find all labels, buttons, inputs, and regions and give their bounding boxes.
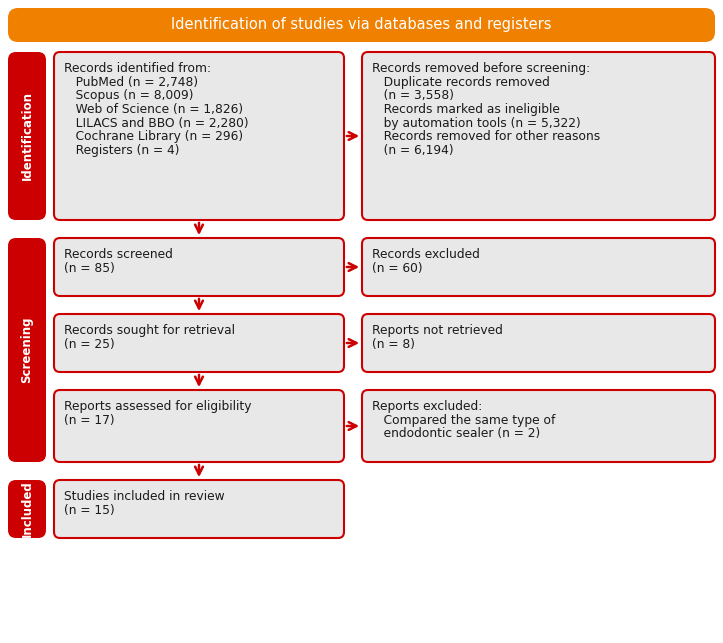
Text: PubMed (n = 2,748): PubMed (n = 2,748) <box>64 76 198 89</box>
Text: Registers (n = 4): Registers (n = 4) <box>64 144 179 157</box>
FancyBboxPatch shape <box>362 52 715 220</box>
Text: Records removed before screening:: Records removed before screening: <box>372 62 590 75</box>
FancyBboxPatch shape <box>54 314 344 372</box>
Text: (n = 3,558): (n = 3,558) <box>372 89 454 102</box>
Text: (n = 15): (n = 15) <box>64 503 115 516</box>
Text: Screening: Screening <box>20 317 33 383</box>
Text: (n = 25): (n = 25) <box>64 338 115 350</box>
FancyBboxPatch shape <box>8 8 715 42</box>
Text: Reports excluded:: Reports excluded: <box>372 400 482 413</box>
Text: LILACS and BBO (n = 2,280): LILACS and BBO (n = 2,280) <box>64 116 249 129</box>
Text: Included: Included <box>20 480 33 538</box>
Text: Reports assessed for eligibility: Reports assessed for eligibility <box>64 400 252 413</box>
Text: Studies included in review: Studies included in review <box>64 490 225 503</box>
Text: Duplicate records removed: Duplicate records removed <box>372 76 550 89</box>
FancyBboxPatch shape <box>8 238 46 462</box>
Text: Reports not retrieved: Reports not retrieved <box>372 324 503 337</box>
FancyBboxPatch shape <box>8 52 46 220</box>
Text: Records screened: Records screened <box>64 248 173 261</box>
FancyBboxPatch shape <box>362 390 715 462</box>
Text: Records identified from:: Records identified from: <box>64 62 211 75</box>
Text: (n = 85): (n = 85) <box>64 262 115 275</box>
FancyBboxPatch shape <box>362 314 715 372</box>
Text: (n = 8): (n = 8) <box>372 338 415 350</box>
Text: Records marked as ineligible: Records marked as ineligible <box>372 103 560 116</box>
FancyBboxPatch shape <box>54 390 344 462</box>
Text: Scopus (n = 8,009): Scopus (n = 8,009) <box>64 89 194 102</box>
Text: Cochrane Library (n = 296): Cochrane Library (n = 296) <box>64 130 243 143</box>
FancyBboxPatch shape <box>54 480 344 538</box>
Text: Records sought for retrieval: Records sought for retrieval <box>64 324 235 337</box>
FancyBboxPatch shape <box>8 480 46 538</box>
FancyBboxPatch shape <box>362 238 715 296</box>
FancyBboxPatch shape <box>54 52 344 220</box>
Text: Identification of studies via databases and registers: Identification of studies via databases … <box>171 17 552 33</box>
Text: Identification: Identification <box>20 91 33 181</box>
Text: endodontic sealer (n = 2): endodontic sealer (n = 2) <box>372 428 540 440</box>
Text: Compared the same type of: Compared the same type of <box>372 413 555 427</box>
Text: Web of Science (n = 1,826): Web of Science (n = 1,826) <box>64 103 243 116</box>
FancyBboxPatch shape <box>54 238 344 296</box>
Text: (n = 6,194): (n = 6,194) <box>372 144 453 157</box>
Text: by automation tools (n = 5,322): by automation tools (n = 5,322) <box>372 116 581 129</box>
Text: Records excluded: Records excluded <box>372 248 480 261</box>
Text: Records removed for other reasons: Records removed for other reasons <box>372 130 600 143</box>
Text: (n = 60): (n = 60) <box>372 262 423 275</box>
Text: (n = 17): (n = 17) <box>64 413 115 427</box>
